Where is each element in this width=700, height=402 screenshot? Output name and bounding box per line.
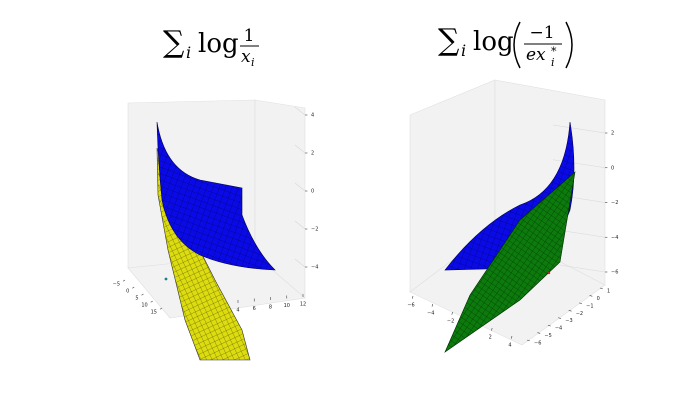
x-tick-label: −3: [565, 318, 572, 324]
y-tick-label: 2: [489, 335, 492, 341]
marker: [164, 277, 168, 281]
grid-line: [552, 159, 606, 169]
title-sub: i: [186, 43, 191, 62]
z-tick-label: 0: [611, 165, 614, 171]
marker: [547, 271, 551, 275]
y-tick-label: −4: [427, 311, 434, 317]
title-sub: i: [461, 41, 466, 60]
tick-mark: [558, 317, 562, 319]
title-numerator: 1: [244, 26, 255, 46]
title-right: ∑ i log −1 ex * i: [438, 21, 573, 69]
tick-mark: [431, 303, 434, 307]
tick-mark: [451, 311, 453, 315]
y-tick-label: −5: [113, 282, 120, 288]
tick-mark: [491, 327, 493, 331]
tick-mark: [150, 300, 153, 303]
z-tick-label: −4: [311, 265, 318, 271]
tick-mark: [547, 324, 551, 327]
z-tick-label: −6: [611, 270, 618, 276]
surface-blue: [156, 121, 276, 271]
tick-mark: [159, 307, 163, 310]
title-denominator-sub: i: [251, 56, 255, 69]
tick-mark: [132, 286, 135, 289]
title-operator: ∑: [438, 23, 460, 58]
grid-line: [552, 263, 606, 273]
title-denominator-sub: i: [551, 56, 555, 69]
z-tick-label: −4: [611, 235, 618, 241]
grid-line: [294, 106, 306, 116]
y-tick-label: 5: [135, 296, 138, 302]
x-tick-label: −1: [586, 303, 593, 309]
x-tick-label: 4: [236, 308, 239, 314]
tick-mark: [579, 302, 583, 305]
grid-line: [294, 144, 306, 154]
tick-mark: [141, 293, 144, 296]
x-tick-label: 8: [269, 305, 272, 311]
x-tick-label: −4: [555, 326, 562, 332]
x-tick-label: −5: [544, 333, 551, 339]
title-denominator: ex: [526, 45, 546, 65]
x-tick-label: 6: [253, 306, 256, 312]
title-fn: log: [473, 27, 514, 57]
tick-mark: [510, 335, 513, 339]
x-tick-label: 10: [284, 303, 290, 309]
y-tick-label: 10: [141, 303, 147, 309]
title-denominator: x: [241, 47, 251, 67]
grid-line: [552, 124, 606, 134]
surface-green: [444, 171, 576, 353]
grid-line: [294, 258, 306, 268]
x-tick-label: −2: [576, 311, 583, 317]
y-tick-label: −6: [407, 303, 414, 309]
z-tick-label: 0: [311, 189, 314, 195]
paren: [513, 21, 521, 69]
tick-mark: [589, 295, 593, 297]
y-tick-label: −2: [447, 319, 454, 325]
tick-mark: [568, 310, 572, 312]
tick-mark: [122, 279, 126, 282]
grid-line: [294, 182, 306, 192]
grid-line: [294, 220, 306, 230]
title-numerator: −1: [529, 23, 554, 43]
paren: [565, 21, 573, 69]
title-denominator-sup: *: [551, 45, 557, 58]
z-tick-label: 2: [311, 151, 314, 157]
title-operator: ∑: [163, 25, 185, 60]
title-fn: log: [198, 29, 239, 59]
x-tick-label: 0: [597, 296, 600, 302]
z-tick-label: −2: [311, 227, 318, 233]
x-tick-label: −6: [534, 341, 541, 347]
tick-mark: [599, 287, 603, 290]
y-tick-label: 0: [126, 289, 129, 295]
y-tick-label: 4: [508, 343, 511, 349]
tick-mark: [537, 332, 541, 334]
tick-mark: [411, 295, 414, 299]
z-tick-label: 4: [311, 113, 314, 119]
tick-mark: [526, 339, 530, 342]
x-tick-label: 1: [607, 289, 610, 295]
z-tick-label: 2: [611, 131, 614, 137]
x-tick-label: 12: [300, 302, 306, 308]
y-tick-label: 15: [151, 310, 157, 316]
z-tick-label: −2: [611, 200, 618, 206]
title-left: ∑ i log 1 x i: [163, 25, 259, 69]
